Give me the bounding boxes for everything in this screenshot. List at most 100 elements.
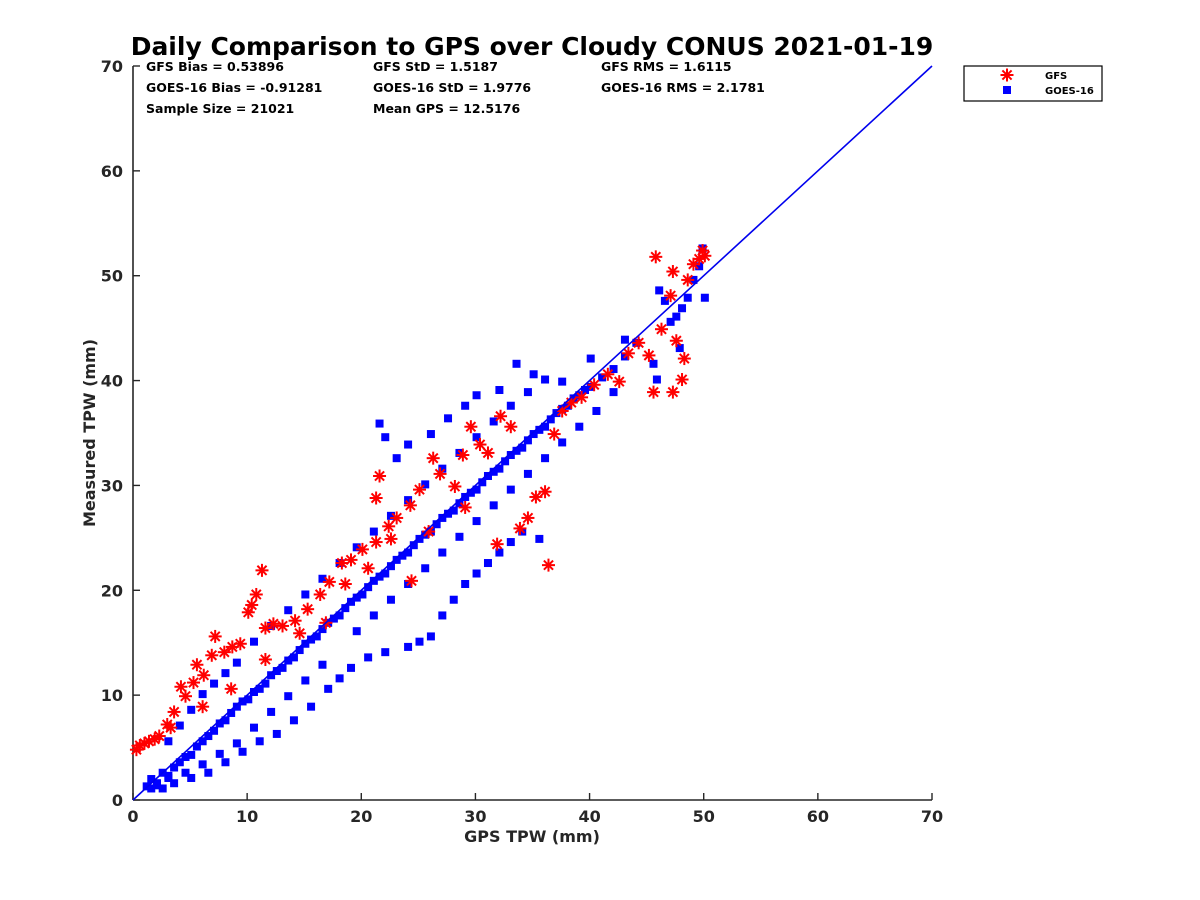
goes16-point (455, 532, 464, 541)
goes16-point (232, 702, 241, 711)
x-tick-label: 70 (921, 807, 943, 826)
goes16-point (541, 422, 550, 431)
x-tick-label: 30 (464, 807, 486, 826)
y-tick-label: 0 (112, 791, 123, 810)
goes16-point (552, 409, 561, 418)
gfs-point (504, 420, 518, 434)
goes16-point (381, 433, 390, 442)
x-tick-label: 10 (236, 807, 258, 826)
goes16-point (535, 534, 544, 543)
goes16-point (461, 492, 470, 501)
goes16-point (204, 768, 213, 777)
gfs-point (196, 700, 210, 714)
goes16-point (364, 653, 373, 662)
gfs-point (698, 249, 712, 263)
gfs-point (152, 729, 166, 743)
x-tick-label: 0 (127, 807, 138, 826)
gfs-point (587, 378, 601, 392)
gfs-point (208, 629, 222, 643)
goes16-point (352, 593, 361, 602)
goes16-point (581, 386, 590, 395)
gfs-point (164, 721, 178, 735)
goes16-point (666, 317, 675, 326)
goes16-point (409, 541, 418, 550)
gfs-point (403, 498, 417, 512)
goes16-point (541, 375, 550, 384)
goes16-point (438, 464, 447, 473)
goes16-point (152, 781, 161, 790)
gfs-point (456, 448, 470, 462)
goes16-point (512, 446, 521, 455)
goes16-point (652, 375, 661, 384)
y-tick-label: 50 (101, 267, 123, 286)
goes16-point (495, 464, 504, 473)
goes16-point (444, 509, 453, 518)
x-tick-label: 20 (350, 807, 372, 826)
gfs-point (677, 352, 691, 366)
gfs-point (494, 409, 508, 423)
goes16-point (249, 637, 258, 646)
gfs-point (448, 479, 462, 493)
gfs-point (174, 680, 188, 694)
axes: 0 10 20 30 40 50 60 70 0 10 20 30 40 50 60 70 (101, 57, 943, 826)
gfs-point (373, 469, 387, 483)
stat-text: GFS StD = 1.5187 (373, 59, 498, 74)
legend-goes16-marker (1003, 86, 1011, 94)
gfs-point (382, 519, 396, 533)
gfs-point (681, 273, 695, 287)
x-tick-label: 40 (578, 807, 600, 826)
goes16-point (546, 415, 555, 424)
goes16-point (518, 443, 527, 452)
goes16-point (232, 658, 241, 667)
goes16-point (192, 742, 201, 751)
goes16-point (181, 753, 190, 762)
x-tick-label: 50 (693, 807, 715, 826)
y-tick-label: 60 (101, 162, 123, 181)
goes16-point (284, 656, 293, 665)
gfs-point (249, 587, 263, 601)
goes16-point (506, 401, 515, 410)
goes16-point (415, 534, 424, 543)
stats-block: GFS Bias = 0.53896 GFS StD = 1.5187 GFS RM… (146, 59, 765, 116)
goes16-point (272, 729, 281, 738)
goes16-point (598, 373, 607, 382)
goes16-point (170, 779, 179, 788)
goes16-point (215, 749, 224, 758)
goes16-point (483, 559, 492, 568)
goes16-point (164, 773, 173, 782)
goes16-point (529, 370, 538, 379)
gfs-point (513, 521, 527, 535)
gfs-point (186, 676, 200, 690)
goes16-point (421, 480, 430, 489)
goes16-point (369, 611, 378, 620)
stat-text: GOES-16 Bias = -0.91281 (146, 80, 322, 95)
goes16-point (386, 595, 395, 604)
gfs-point (547, 427, 561, 441)
gfs-point (217, 645, 231, 659)
gfs-point (490, 537, 504, 551)
goes16-point (335, 674, 344, 683)
gfs-point (412, 483, 426, 497)
goes16-point (215, 719, 224, 728)
goes16-point (609, 388, 618, 397)
goes16-point (483, 471, 492, 480)
goes16-point (352, 627, 361, 636)
gfs-point (313, 587, 327, 601)
goes16-point (421, 564, 430, 573)
goes16-point (472, 569, 481, 578)
goes16-point (221, 758, 230, 767)
goes16-point (655, 286, 664, 295)
legend-goes16-label: GOES-16 (1045, 86, 1094, 97)
goes16-point (558, 438, 567, 447)
goes16-point (249, 723, 258, 732)
goes16-point (495, 386, 504, 395)
gfs-point (344, 553, 358, 567)
goes16-point (438, 548, 447, 557)
stat-text: Sample Size = 21021 (146, 101, 294, 116)
gfs-point (245, 598, 259, 612)
goes16-point (426, 430, 435, 439)
goes16-point (335, 611, 344, 620)
goes16-point (592, 406, 601, 415)
goes16-point (170, 763, 179, 772)
goes16-point (307, 635, 316, 644)
